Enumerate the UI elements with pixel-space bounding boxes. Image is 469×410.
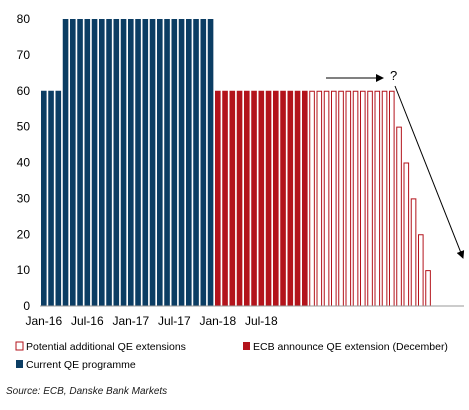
bar xyxy=(244,90,250,306)
bar xyxy=(135,19,141,306)
bar xyxy=(258,90,265,306)
legend: Potential additional QE extensions ECB a… xyxy=(15,341,448,371)
legend-swatch-ecb xyxy=(243,342,250,350)
legend-label-current: Current QE programme xyxy=(26,359,136,371)
bar xyxy=(309,90,315,307)
bar xyxy=(294,90,301,306)
bar xyxy=(164,19,170,306)
bar xyxy=(352,90,359,307)
bar xyxy=(48,90,54,306)
source-note: Source: ECB, Danske Bank Markets xyxy=(6,386,168,397)
bar xyxy=(99,19,105,306)
bar xyxy=(77,19,83,306)
y-axis-labels: 0 10 20 30 40 50 60 70 80 xyxy=(17,12,31,313)
bar xyxy=(323,90,330,307)
bar xyxy=(302,90,308,306)
bar xyxy=(265,90,272,306)
bar xyxy=(338,90,344,307)
bar xyxy=(367,90,373,307)
bar xyxy=(389,90,395,307)
bar xyxy=(331,90,337,307)
bar xyxy=(425,270,431,307)
x-tick-label: Jul-18 xyxy=(245,314,278,328)
x-tick-label: Jan-18 xyxy=(199,314,236,328)
bar xyxy=(287,90,294,306)
legend-swatch-potential xyxy=(15,341,24,351)
y-tick-label: 70 xyxy=(17,48,31,62)
bar xyxy=(207,19,214,306)
bar xyxy=(142,19,149,306)
bar xyxy=(193,19,199,306)
bar xyxy=(186,19,192,306)
bar xyxy=(41,90,47,306)
x-axis-labels: Jan-16 Jul-16 Jan-17 Jul-17 Jan-18 Jul-18 xyxy=(25,314,278,328)
y-tick-label: 60 xyxy=(17,84,31,98)
bar xyxy=(251,90,257,306)
annotation-question-mark: ? xyxy=(390,68,397,83)
bar xyxy=(157,19,163,306)
bar xyxy=(418,234,424,307)
bar xyxy=(178,19,185,306)
bar xyxy=(273,90,279,306)
qe-chart: 0 10 20 30 40 50 60 70 80 Jan-16 Jul-16 Jan-17 Jul-… xyxy=(15,12,465,371)
y-tick-label: 80 xyxy=(17,12,31,26)
y-tick-label: 0 xyxy=(23,299,30,313)
x-tick-label: Jan-17 xyxy=(112,314,149,328)
y-tick-label: 40 xyxy=(17,156,31,170)
bar xyxy=(403,162,410,307)
x-tick-label: Jul-16 xyxy=(71,314,104,328)
bar xyxy=(113,19,120,306)
x-tick-label: Jul-17 xyxy=(158,314,191,328)
bar xyxy=(396,126,402,307)
legend-label-potential: Potential additional QE extensions xyxy=(26,341,186,353)
y-tick-label: 50 xyxy=(17,120,31,134)
bar xyxy=(222,90,228,306)
bar xyxy=(381,90,388,307)
legend-swatch-current xyxy=(16,360,23,368)
bar xyxy=(360,90,366,307)
bar xyxy=(55,90,62,306)
bar xyxy=(236,90,243,306)
bar xyxy=(215,90,221,306)
bar xyxy=(316,90,323,307)
bar xyxy=(229,90,236,306)
y-tick-label: 20 xyxy=(17,227,31,241)
bar xyxy=(91,19,98,306)
bar xyxy=(84,19,91,306)
x-tick-label: Jan-16 xyxy=(25,314,62,328)
bar xyxy=(70,19,76,306)
legend-label-ecb: ECB announce QE extension (December) xyxy=(253,341,448,353)
bar xyxy=(200,19,207,306)
bar xyxy=(171,19,178,306)
bar xyxy=(120,19,127,306)
bar xyxy=(62,19,69,306)
bars xyxy=(41,19,431,307)
bar xyxy=(280,90,286,306)
bar xyxy=(410,198,417,307)
bar xyxy=(374,90,381,307)
bar xyxy=(106,19,112,306)
bar xyxy=(345,90,352,307)
y-tick-label: 30 xyxy=(17,191,31,205)
annotation-down-arrow xyxy=(394,85,465,259)
bar xyxy=(149,19,156,306)
bar xyxy=(128,19,134,306)
y-tick-label: 10 xyxy=(17,263,31,277)
